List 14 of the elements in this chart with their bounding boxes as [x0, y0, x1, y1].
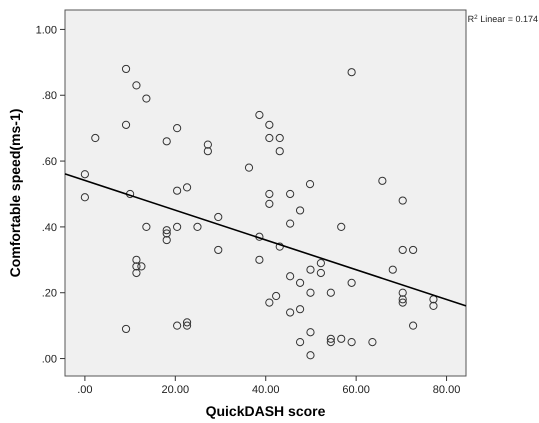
y-tick-label: .00: [42, 353, 57, 366]
text: R$^{2}$ Linear = 0.174: [468, 14, 538, 24]
x-axis-title: QuickDASH score: [206, 403, 326, 419]
x-tick-label: 60.00: [342, 384, 370, 396]
y-tick-label: .60: [42, 156, 57, 168]
x-tick-label: 80.00: [432, 384, 460, 396]
x-tick-label: 20.00: [162, 384, 190, 396]
y-tick-label: .40: [42, 222, 57, 234]
y-tick-label: 1.00: [36, 24, 57, 36]
y-tick-label: .20: [42, 288, 57, 300]
x-tick-label: 40.00: [252, 384, 280, 396]
x-tick-label: .00: [77, 384, 93, 396]
y-axis-title: Comfortable speed(ms-1): [7, 108, 23, 278]
y-tick-label: .80: [42, 90, 57, 102]
